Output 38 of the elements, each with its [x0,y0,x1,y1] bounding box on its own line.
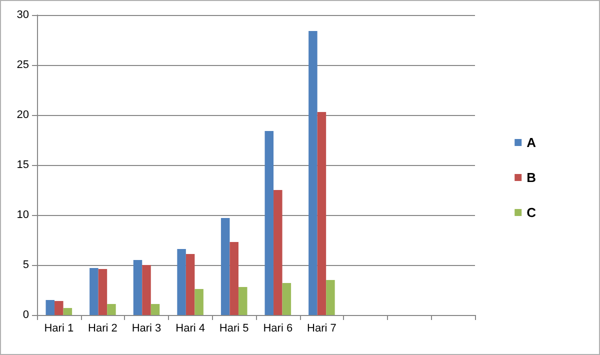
y-tick-label: 20 [16,109,29,121]
x-tick-label: Hari 1 [44,322,74,334]
bar [46,300,55,315]
x-tick-label: Hari 4 [176,322,205,334]
bar [133,260,142,315]
bar [308,31,318,315]
bar [90,268,98,315]
y-tick-label: 0 [22,309,29,321]
bar [238,287,248,315]
bar [107,304,116,315]
bar [186,254,195,315]
bar [63,308,72,315]
x-tick-label: Hari 6 [263,322,293,334]
bar [150,304,160,315]
legend-label: A [526,135,537,150]
bar [54,301,64,315]
y-tick-label: 25 [16,59,29,71]
legend-label: B [526,170,536,185]
bar [282,283,292,315]
bar [230,242,238,315]
bar [177,249,186,315]
x-tick-label: Hari 5 [219,322,249,334]
y-tick-label: 15 [16,159,29,171]
x-tick-label: Hari 3 [132,322,162,334]
bar [326,280,335,315]
x-tick-label: Hari 7 [307,322,336,334]
y-tick-label: 30 [16,9,29,21]
x-tick-label: Hari 2 [88,322,118,334]
bar [98,269,108,315]
bar [264,131,274,315]
bar [142,265,151,315]
bar [194,289,204,315]
bar [220,218,230,315]
y-tick-label: 5 [22,259,29,271]
legend-label: C [526,205,537,220]
bar [274,190,282,315]
y-tick-label: 10 [16,209,29,221]
bar [317,112,326,315]
